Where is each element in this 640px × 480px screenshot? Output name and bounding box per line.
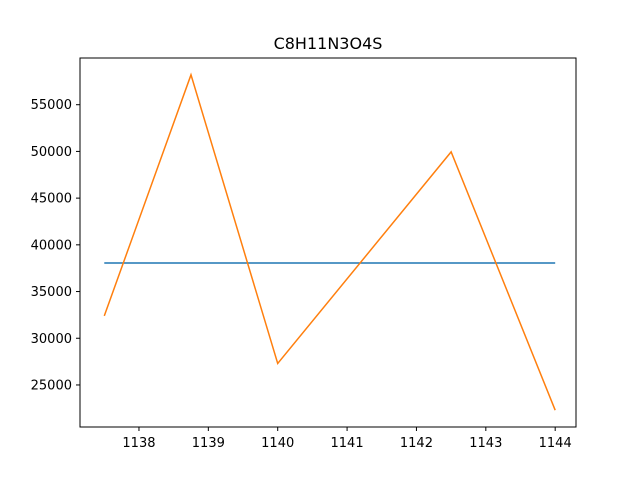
series-layer bbox=[103, 72, 556, 411]
x-tick-label: 1138 bbox=[122, 436, 155, 451]
y-tick-label: 25000 bbox=[31, 378, 72, 393]
y-tick-label: 30000 bbox=[31, 332, 72, 347]
plot-frame bbox=[79, 57, 577, 428]
x-tick-label: 1139 bbox=[192, 436, 225, 451]
y-tick-label: 40000 bbox=[31, 238, 72, 253]
y-tick-label: 45000 bbox=[31, 192, 72, 207]
y-tick-label: 55000 bbox=[31, 98, 72, 113]
y-tick-label: 35000 bbox=[31, 285, 72, 300]
x-tick-label: 1140 bbox=[261, 436, 294, 451]
x-tick-label: 1142 bbox=[400, 436, 433, 451]
x-tick-label: 1143 bbox=[469, 436, 502, 451]
chart-title: C8H11N3O4S bbox=[274, 34, 383, 53]
series-line-2 bbox=[103, 72, 556, 411]
x-tick-label: 1141 bbox=[331, 436, 364, 451]
axes-layer: 1138 1139 1140 1141 1142 1143 1144 25000 30000 35… bbox=[31, 98, 572, 451]
y-tick-label: 50000 bbox=[31, 145, 72, 160]
x-tick-label: 1144 bbox=[539, 436, 572, 451]
